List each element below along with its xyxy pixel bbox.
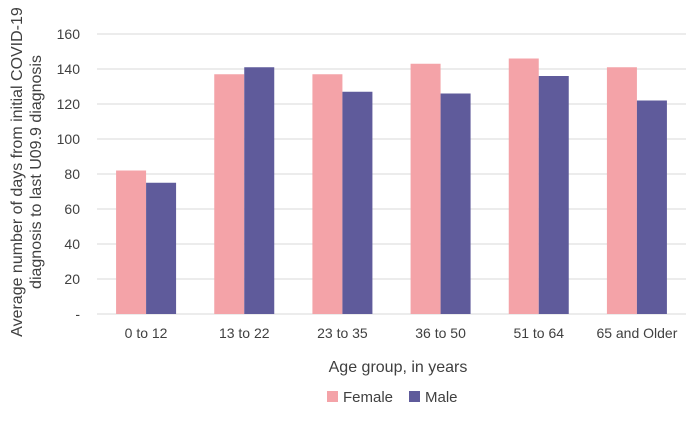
y-tick-label: 20 [64, 271, 80, 287]
bar-female-5 [508, 58, 539, 314]
y-tick-label: 60 [64, 201, 80, 217]
bar-male-5 [538, 76, 569, 314]
y-tick-labels: - 20 40 60 80 100 120 140 160 [57, 26, 81, 322]
bars [116, 58, 667, 314]
x-axis-label: Age group, in years [329, 359, 468, 376]
legend-label-female: Female [343, 389, 393, 406]
legend-swatch-female [327, 391, 338, 402]
bar-male-4 [440, 93, 471, 314]
bar-male-1 [146, 182, 177, 314]
x-tick-label: 51 to 64 [513, 325, 564, 341]
bar-female-4 [410, 63, 441, 314]
y-tick-label: - [75, 306, 80, 322]
legend: Female Male [327, 389, 458, 406]
bar-female-3 [312, 74, 343, 314]
x-tick-label: 0 to 12 [125, 325, 168, 341]
bar-female-6 [606, 67, 637, 314]
y-axis-label-line-2: diagnosis to last U09.9 diagnosis [28, 55, 45, 289]
bar-female-1 [116, 170, 147, 314]
y-tick-label: 120 [57, 96, 81, 112]
legend-label-male: Male [425, 389, 458, 406]
y-tick-label: 160 [57, 26, 81, 42]
y-axis-label-line-1: Average number of days from initial COVI… [9, 7, 26, 337]
bar-male-2 [244, 67, 275, 314]
legend-swatch-male [409, 391, 420, 402]
x-tick-label: 13 to 22 [219, 325, 270, 341]
y-tick-label: 100 [57, 131, 81, 147]
x-tick-label: 36 to 50 [415, 325, 466, 341]
bar-male-3 [342, 91, 373, 314]
bar-male-6 [636, 100, 667, 314]
y-tick-label: 40 [64, 236, 80, 252]
x-tick-label: 65 and Older [596, 325, 677, 341]
y-tick-label: 140 [57, 61, 81, 77]
x-tick-label: 23 to 35 [317, 325, 368, 341]
y-tick-label: 80 [64, 166, 80, 182]
gridlines [97, 33, 686, 315]
x-tick-labels: 0 to 12 13 to 22 23 to 35 36 to 50 51 to 64 6… [125, 325, 678, 341]
bar-female-2 [214, 74, 245, 314]
